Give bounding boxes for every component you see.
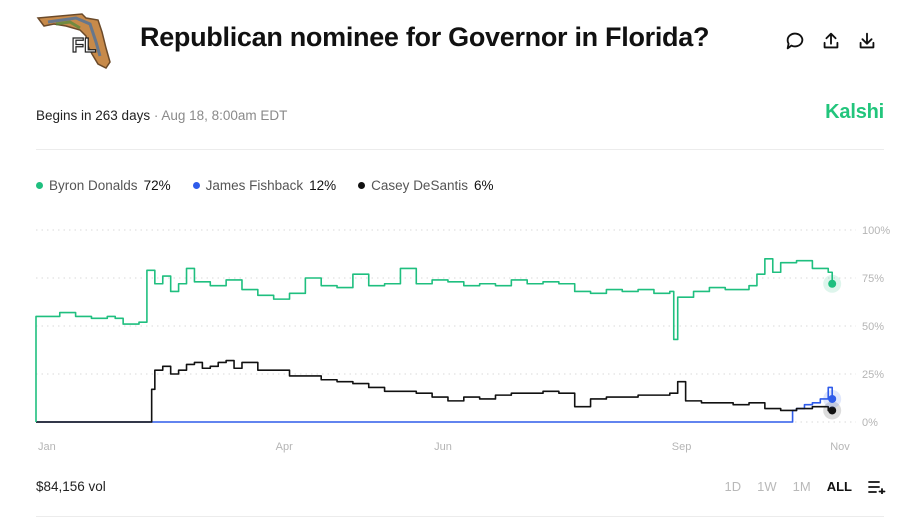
y-tick-label: 75%	[862, 273, 884, 285]
series-end-point	[828, 406, 837, 415]
begins-date: · Aug 18, 8:00am EDT	[150, 108, 288, 123]
legend-item-james-fishback[interactable]: James Fishback 12%	[192, 178, 337, 193]
y-tick-label: 0%	[862, 417, 878, 429]
legend-item-byron-donalds[interactable]: Byron Donalds 72%	[36, 178, 171, 193]
legend-item-casey-desantis[interactable]: Casey DeSantis 6%	[358, 178, 493, 193]
volume-text: $84,156 vol	[36, 479, 106, 494]
range-1w[interactable]: 1W	[757, 479, 777, 494]
share-icon[interactable]	[820, 30, 842, 52]
range-all[interactable]: ALL	[826, 479, 852, 494]
legend-name: Casey DeSantis	[371, 178, 468, 193]
chart-legend: Byron Donalds 72% James Fishback 12% Cas…	[36, 178, 493, 193]
x-tick-label: Nov	[830, 441, 850, 453]
series-end-point	[828, 279, 837, 288]
series-end-point	[828, 394, 837, 403]
range-1m[interactable]: 1M	[792, 479, 811, 494]
legend-pct: 6%	[473, 178, 494, 193]
divider	[36, 516, 884, 517]
kalshi-brand[interactable]: Kalshi	[825, 101, 884, 123]
price-history-chart[interactable]: 0% 25% 50% 75% 100% Jan Apr Jun Sep Nov	[0, 215, 906, 460]
series-line-james-fishback	[36, 386, 833, 423]
legend-pct: 12%	[309, 178, 337, 193]
time-range-selector: 1D 1W 1M ALL	[725, 479, 886, 494]
y-tick-label: 100%	[862, 225, 890, 237]
x-tick-label: Apr	[276, 441, 293, 453]
legend-name: Byron Donalds	[49, 178, 138, 193]
x-tick-label: Jan	[38, 441, 56, 453]
comment-icon[interactable]	[784, 30, 806, 52]
range-1d[interactable]: 1D	[724, 479, 742, 494]
page-title: Republican nominee for Governor in Flori…	[140, 22, 710, 52]
x-tick-label: Sep	[672, 441, 692, 453]
logo-state-text: FL	[72, 35, 96, 57]
begins-text: Begins in 263 days	[36, 108, 151, 123]
y-tick-label: 50%	[862, 321, 884, 333]
series-line-casey-desantis	[36, 359, 833, 423]
legend-dot	[192, 182, 200, 189]
legend-dot	[358, 182, 366, 189]
y-tick-label: 25%	[862, 369, 884, 381]
market-timing: Begins in 263 days · Aug 18, 8:00am EDT	[36, 108, 287, 123]
legend-pct: 72%	[143, 178, 171, 193]
florida-map-logo: FL	[36, 13, 111, 69]
divider	[36, 149, 884, 150]
add-series-icon[interactable]	[868, 480, 886, 494]
download-icon[interactable]	[856, 30, 878, 52]
legend-name: James Fishback	[205, 178, 304, 193]
x-tick-label: Jun	[434, 441, 452, 453]
series-line-byron-donalds	[35, 258, 833, 422]
legend-dot	[36, 182, 43, 189]
